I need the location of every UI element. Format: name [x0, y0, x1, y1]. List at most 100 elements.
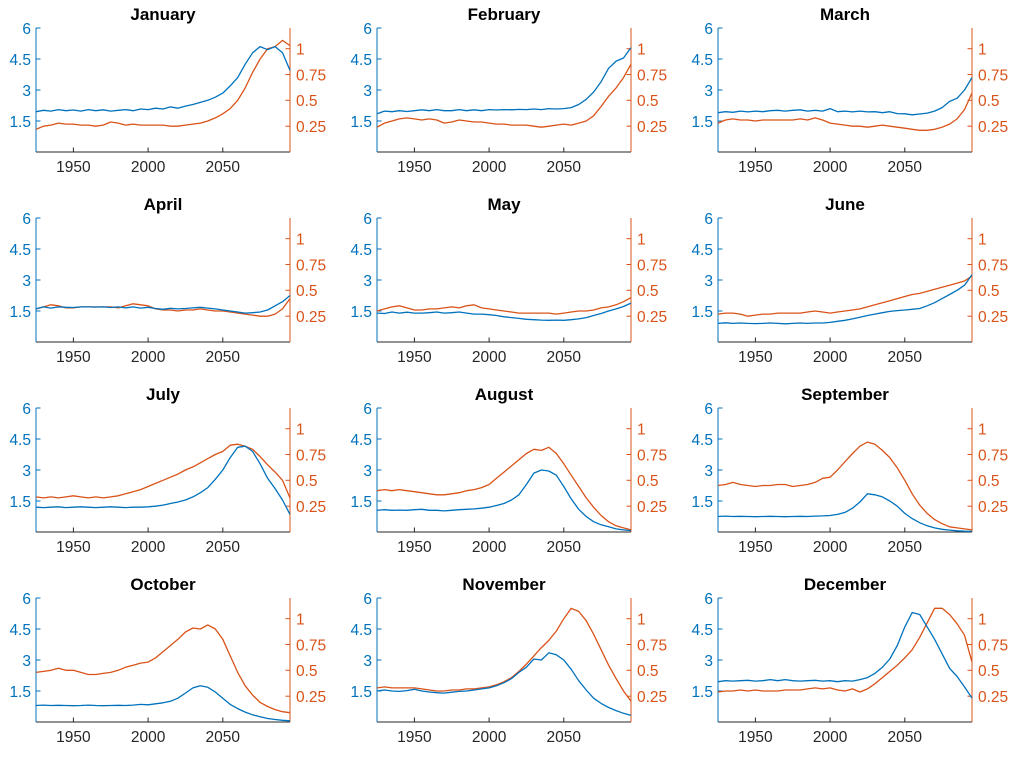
left-axis-tick-label: 4.5 [9, 242, 31, 259]
left-axis-tick-label: 1.5 [691, 684, 713, 701]
right-axis-tick-label: 0.25 [978, 119, 1008, 136]
left-axis-tick-label: 1.5 [350, 684, 372, 701]
right-axis-tick-label: 0.25 [637, 499, 667, 516]
subplot-may: May 1950 2000 2050 1.5 3 4.5 6 0.25 0.5 0.75 1 [341, 190, 682, 380]
right-axis-tick-label: 1 [637, 422, 646, 439]
left-axis-tick-label: 6 [22, 21, 31, 38]
left-axis-tick-label: 3 [22, 463, 31, 480]
right-axis-tick-label: 0.75 [978, 67, 1008, 84]
right-axis-tick-label: 0.25 [296, 499, 326, 516]
plot-axes-july: 1950 2000 2050 1.5 3 4.5 6 0.25 0.5 0.75 1 [9, 401, 326, 556]
right-axis-tick-label: 0.5 [637, 283, 659, 300]
left-axis-tick-label: 3 [704, 273, 713, 290]
left-series-line [35, 685, 291, 722]
x-axis-tick-label: 1950 [397, 729, 432, 746]
x-axis-tick-label: 2000 [813, 349, 848, 366]
left-axis-tick-label: 3 [704, 83, 713, 100]
x-axis-tick-label: 2000 [813, 539, 848, 556]
left-axis-tick-label: 1.5 [9, 114, 31, 131]
plot-title-november: November [462, 575, 546, 594]
right-axis-tick-label: 1 [296, 612, 305, 629]
right-series-line [376, 446, 632, 531]
right-axis-tick-label: 0.5 [978, 663, 1000, 680]
left-axis-tick-label: 4.5 [691, 242, 713, 259]
right-axis-tick-label: 1 [978, 422, 987, 439]
right-axis-tick-label: 0.5 [978, 93, 1000, 110]
plot-axes-december: 1950 2000 2050 1.5 3 4.5 6 0.25 0.5 0.75 1 [691, 591, 1008, 746]
right-axis-tick-label: 0.5 [978, 473, 1000, 490]
x-axis-tick-label: 2000 [472, 539, 507, 556]
left-axis-tick-label: 3 [363, 463, 372, 480]
plot-title-march: March [819, 5, 871, 24]
x-axis-tick-label: 2000 [813, 729, 848, 746]
left-axis-tick-label: 3 [22, 273, 31, 290]
x-axis-tick-label: 2000 [131, 349, 166, 366]
subplot-september: September 1950 2000 2050 1.5 3 4.5 6 0.25 0.5 0.7… [682, 380, 1023, 570]
right-axis-tick-label: 0.25 [637, 309, 667, 326]
subplot-april: April 1950 2000 2050 1.5 3 4.5 6 0.25 0.5 0.75 1 [0, 190, 341, 380]
subplot-january: January 1950 2000 2050 1.5 3 4.5 6 0.25 0.5 0.75 1 [0, 0, 341, 190]
plot-title-october: October [130, 575, 196, 594]
x-axis-tick-label: 2050 [547, 349, 582, 366]
left-axis-tick-label: 6 [22, 401, 31, 418]
subplot-november: November 1950 2000 2050 1.5 3 4.5 6 0.25 0.5 0.75… [341, 570, 682, 759]
left-axis-tick-label: 3 [704, 463, 713, 480]
left-axis-tick-label: 3 [22, 83, 31, 100]
left-axis-tick-label: 3 [363, 653, 372, 670]
left-axis-tick-label: 6 [22, 591, 31, 608]
x-axis-tick-label: 2000 [131, 159, 166, 176]
left-axis-tick-label: 1.5 [691, 304, 713, 321]
x-axis-tick-label: 2050 [547, 539, 582, 556]
right-series-line [35, 39, 291, 130]
x-axis-tick-label: 2050 [206, 159, 241, 176]
right-series-line [717, 92, 973, 131]
left-axis-tick-label: 4.5 [9, 622, 31, 639]
left-axis-tick-label: 4.5 [9, 432, 31, 449]
x-axis-tick-label: 1950 [738, 159, 773, 176]
left-series-line [717, 77, 973, 116]
right-series-line [717, 275, 973, 317]
subplot-march: March 1950 2000 2050 1.5 3 4.5 6 0.25 0.5 0.75 1 [682, 0, 1023, 190]
right-series-line [35, 624, 291, 714]
left-series-line [35, 445, 291, 515]
plot-title-july: July [145, 385, 181, 404]
left-axis-tick-label: 1.5 [350, 304, 372, 321]
left-axis-tick-label: 1.5 [9, 494, 31, 511]
plot-axes-april: 1950 2000 2050 1.5 3 4.5 6 0.25 0.5 0.75 1 [9, 211, 326, 366]
x-axis-tick-label: 2000 [131, 539, 166, 556]
right-axis-tick-label: 1 [296, 422, 305, 439]
right-series-line [35, 443, 291, 499]
left-axis-tick-label: 4.5 [691, 52, 713, 69]
left-axis-tick-label: 6 [363, 401, 372, 418]
right-axis-tick-label: 0.75 [978, 257, 1008, 274]
x-axis-tick-label: 2050 [888, 349, 923, 366]
x-axis-tick-label: 2050 [888, 729, 923, 746]
subplot-july: July 1950 2000 2050 1.5 3 4.5 6 0.25 0.5 0.75 1 [0, 380, 341, 570]
plot-axes-september: 1950 2000 2050 1.5 3 4.5 6 0.25 0.5 0.75 1 [691, 401, 1008, 556]
plot-axes-november: 1950 2000 2050 1.5 3 4.5 6 0.25 0.5 0.75 1 [350, 591, 667, 746]
right-axis-tick-label: 0.75 [296, 67, 326, 84]
subplot-february: February 1950 2000 2050 1.5 3 4.5 6 0.25 0.5 0.75… [341, 0, 682, 190]
right-axis-tick-label: 1 [296, 42, 305, 59]
right-axis-tick-label: 1 [637, 612, 646, 629]
plot-title-april: April [143, 195, 183, 214]
plot-title-june: June [825, 195, 865, 214]
left-axis-tick-label: 1.5 [350, 494, 372, 511]
right-series-line [376, 63, 632, 128]
right-axis-tick-label: 0.5 [637, 663, 659, 680]
right-axis-tick-label: 0.5 [637, 473, 659, 490]
x-axis-tick-label: 2050 [206, 729, 241, 746]
right-axis-tick-label: 0.25 [296, 689, 326, 706]
left-axis-tick-label: 6 [704, 21, 713, 38]
x-axis-tick-label: 1950 [56, 159, 91, 176]
right-axis-tick-label: 1 [978, 42, 987, 59]
subplot-june: June 1950 2000 2050 1.5 3 4.5 6 0.25 0.5 0.75 1 [682, 190, 1023, 380]
subplot-october: October 1950 2000 2050 1.5 3 4.5 6 0.25 0.5 0.75 1 [0, 570, 341, 759]
right-axis-tick-label: 0.75 [978, 637, 1008, 654]
x-axis-tick-label: 2050 [206, 349, 241, 366]
right-axis-tick-label: 0.5 [637, 93, 659, 110]
x-axis-tick-label: 2050 [547, 729, 582, 746]
left-axis-tick-label: 1.5 [691, 114, 713, 131]
right-axis-tick-label: 0.25 [637, 689, 667, 706]
